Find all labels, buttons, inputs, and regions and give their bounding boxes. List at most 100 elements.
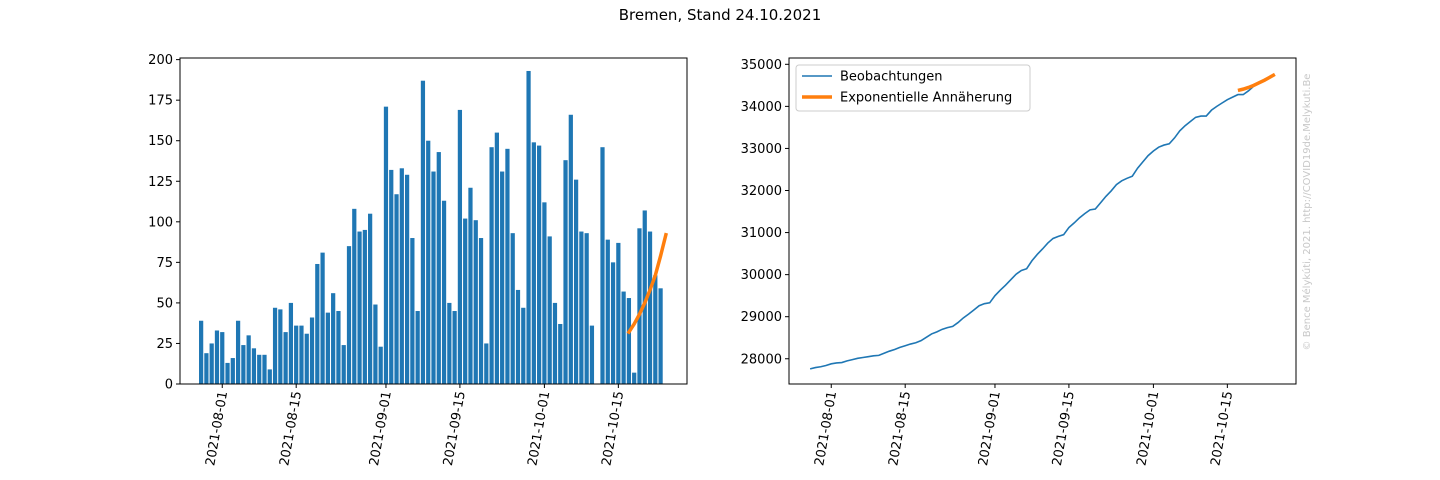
- left-x-tick-label: 2021-08-01: [203, 390, 231, 467]
- daily-bar: [362, 229, 367, 384]
- daily-bar: [441, 200, 447, 384]
- figure-title: Bremen, Stand 24.10.2021: [618, 6, 822, 24]
- daily-bar: [315, 263, 320, 384]
- daily-bar: [368, 213, 373, 384]
- daily-bar: [325, 312, 330, 384]
- daily-bar: [515, 289, 521, 384]
- daily-bar: [473, 220, 478, 384]
- left-y-tick-label: 0: [165, 378, 173, 393]
- daily-bar: [494, 132, 499, 384]
- daily-bar: [299, 325, 304, 384]
- daily-bar: [426, 140, 431, 384]
- daily-bar: [251, 348, 257, 384]
- left-y-tick-label: 175: [148, 94, 173, 109]
- daily-bar: [283, 332, 288, 384]
- daily-bar: [478, 238, 484, 384]
- daily-bar: [457, 109, 463, 384]
- right-x-tick-label: 2021-09-01: [976, 390, 1004, 467]
- left-x-tick-label: 2021-09-15: [441, 390, 469, 467]
- daily-bar: [589, 325, 595, 384]
- right-x-tick-label: 2021-10-15: [1208, 390, 1236, 467]
- daily-bar: [389, 169, 394, 384]
- daily-bar: [531, 142, 536, 384]
- right-y-tick-label: 34000: [741, 100, 782, 115]
- right-y-tick-label: 35000: [741, 58, 782, 73]
- left-x-tick-label: 2021-10-01: [525, 390, 553, 467]
- left-x-tick-label: 2021-10-15: [599, 390, 627, 467]
- observations-line: [809, 76, 1270, 370]
- left-x-tick-label: 2021-08-15: [277, 390, 305, 467]
- daily-bar: [600, 147, 605, 384]
- daily-bar: [447, 302, 452, 384]
- right-y-tick-label: 28000: [741, 352, 782, 367]
- daily-bar: [272, 307, 278, 384]
- daily-bar: [225, 362, 230, 384]
- daily-bar: [399, 168, 404, 384]
- daily-bar: [209, 343, 214, 384]
- watermark: © Bence Mélykúti, 2021. http://COVID19de…: [1301, 74, 1313, 351]
- daily-bar: [383, 106, 389, 385]
- legend-label: Beobachtungen: [840, 70, 943, 85]
- exponential-fit-line: [626, 232, 668, 335]
- daily-bar: [537, 145, 542, 384]
- daily-bar: [521, 307, 526, 384]
- daily-bar: [500, 171, 505, 384]
- daily-bar: [220, 332, 225, 384]
- right-y-tick-label: 29000: [741, 310, 782, 325]
- right-x-tick-label: 2021-09-15: [1050, 390, 1078, 467]
- daily-bar: [452, 311, 457, 384]
- daily-bar: [584, 233, 589, 384]
- daily-bar: [352, 208, 357, 384]
- daily-bar: [230, 358, 235, 384]
- daily-bar: [278, 309, 283, 384]
- daily-bar: [621, 291, 626, 384]
- daily-bar: [357, 231, 362, 384]
- daily-bar: [653, 275, 658, 384]
- daily-bar: [320, 252, 325, 384]
- daily-bar: [505, 148, 510, 384]
- daily-bar: [199, 320, 204, 384]
- daily-bar: [420, 80, 426, 384]
- daily-bar: [468, 187, 473, 384]
- legend-box: [795, 64, 1031, 112]
- right-x-tick-label: 2021-08-15: [886, 390, 914, 467]
- daily-bar: [257, 354, 262, 384]
- daily-bar: [542, 202, 547, 384]
- daily-bar: [558, 323, 563, 384]
- daily-bar: [346, 246, 352, 384]
- right-y-tick-label: 33000: [741, 142, 782, 157]
- right-x-tick-label: 2021-10-01: [1134, 390, 1162, 467]
- left-y-tick-label: 125: [148, 175, 173, 190]
- daily-bar: [436, 152, 441, 384]
- daily-bar: [241, 345, 246, 384]
- daily-bar: [526, 70, 531, 384]
- daily-bar: [563, 160, 568, 384]
- daily-bar: [410, 238, 415, 384]
- daily-bar: [341, 345, 346, 384]
- legend: Beobachtungen Exponentielle Annäherung: [795, 64, 1031, 112]
- daily-bar: [626, 298, 632, 384]
- left-y-tick-label: 200: [148, 53, 173, 68]
- daily-bar: [605, 239, 610, 384]
- daily-bar: [331, 293, 336, 384]
- daily-bar: [431, 171, 436, 384]
- right-cumulative-chart: 28000 29000 30000 31000 32000 33000 34000 35000…: [741, 57, 1297, 467]
- right-y-tick-label: 30000: [741, 268, 782, 283]
- right-y-tick-label: 32000: [741, 184, 782, 199]
- daily-bar: [484, 343, 489, 384]
- daily-bar: [304, 333, 309, 384]
- daily-bar: [262, 354, 267, 384]
- daily-bar: [309, 317, 315, 384]
- daily-bar: [489, 147, 494, 384]
- right-plot-frame: [788, 57, 1297, 385]
- daily-bar: [616, 242, 621, 384]
- daily-bar: [204, 353, 209, 384]
- daily-bar: [415, 311, 420, 384]
- daily-bar: [378, 346, 383, 384]
- daily-bar: [658, 288, 663, 384]
- daily-bar: [373, 304, 378, 384]
- left-y-tick-label: 150: [148, 134, 173, 149]
- daily-bar: [294, 325, 299, 384]
- daily-bar: [267, 369, 272, 384]
